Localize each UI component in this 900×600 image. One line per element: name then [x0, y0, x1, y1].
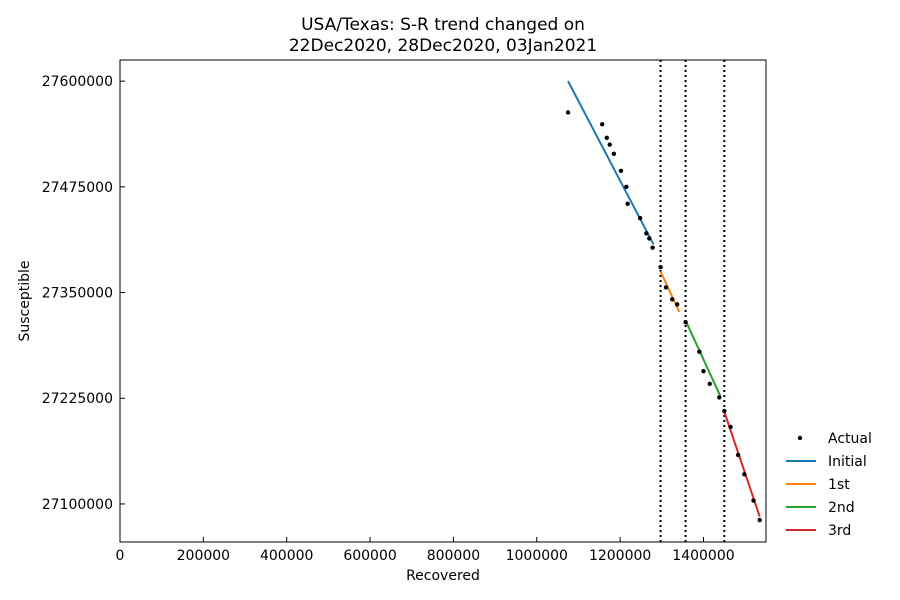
actual-point-5	[611, 151, 617, 157]
actual-point-6	[618, 168, 624, 173]
y-tick-label-0: 27100000	[42, 497, 113, 513]
trend-line-3	[684, 320, 722, 397]
actual-point-27	[757, 517, 762, 523]
actual-point-24	[735, 452, 741, 458]
actual-point-23	[728, 424, 733, 430]
x-axis-label: Recovered	[406, 568, 480, 584]
actual-point-17	[683, 319, 688, 325]
x-tick-label-3: 600000	[343, 548, 396, 564]
actual-point-25	[742, 472, 747, 477]
x-tick-label-5: 1000000	[506, 548, 568, 564]
y-tick-label-2: 27350000	[42, 286, 113, 302]
actual-point-26	[751, 498, 756, 503]
x-tick-label-0: 0	[116, 548, 125, 564]
actual-point-8	[625, 201, 630, 206]
change-point-lines	[659, 60, 726, 542]
actual-point-13	[658, 264, 663, 270]
y-axis-ticks: 27100000 27225000 27350000 27475000 27600000	[42, 74, 125, 513]
actual-point-11	[647, 236, 652, 241]
actual-point-1	[565, 110, 571, 115]
actual-point-19	[701, 368, 706, 374]
legend: Actual Initial 1st 2nd 3rd	[786, 431, 872, 539]
actual-point-7	[624, 184, 629, 190]
legend-label-4: 3rd	[828, 523, 851, 539]
chart-title-line-1: USA/Texas: S-R trend changed on	[301, 15, 585, 35]
actual-point-4	[607, 142, 612, 147]
legend-marker-0	[797, 435, 803, 441]
x-tick-label-7: 1400000	[672, 548, 734, 564]
actual-point-16	[675, 302, 680, 307]
plot-frame	[119, 59, 767, 543]
legend-label-0: Actual	[828, 431, 872, 447]
actual-point-20	[707, 381, 712, 387]
actual-point-9	[637, 215, 643, 221]
actual-point-10	[644, 231, 649, 236]
legend-label-2: 1st	[828, 477, 850, 493]
y-axis-label: Susceptible	[17, 260, 33, 341]
chart-title-line-2: 22Dec2020, 28Dec2020, 03Jan2021	[289, 36, 597, 56]
chart-title: USA/Texas: S-R trend changed on 22Dec202…	[289, 15, 597, 56]
legend-label-3: 2nd	[828, 500, 855, 516]
actual-point-18	[697, 349, 702, 354]
actual-point-14	[663, 285, 669, 290]
legend-label-1: Initial	[828, 454, 867, 470]
actual-point-22	[722, 408, 727, 414]
x-tick-label-4: 800000	[427, 548, 480, 564]
y-tick-label-1: 27225000	[42, 391, 113, 407]
actual-point-15	[670, 297, 675, 302]
x-tick-label-1: 200000	[177, 548, 230, 564]
y-tick-label-4: 27600000	[42, 74, 113, 90]
plot-background	[120, 60, 766, 542]
actual-point-2	[600, 122, 605, 127]
actual-point-3	[604, 135, 609, 140]
x-axis-ticks: 0 200000 400000 600000 800000 1000000 1200000 1…	[116, 537, 735, 564]
actual-point-12	[650, 245, 655, 250]
actual-points	[565, 110, 762, 523]
y-tick-label-3: 27475000	[42, 180, 113, 196]
actual-point-21	[717, 395, 722, 400]
x-tick-label-2: 400000	[260, 548, 313, 564]
x-tick-label-6: 1200000	[589, 548, 651, 564]
